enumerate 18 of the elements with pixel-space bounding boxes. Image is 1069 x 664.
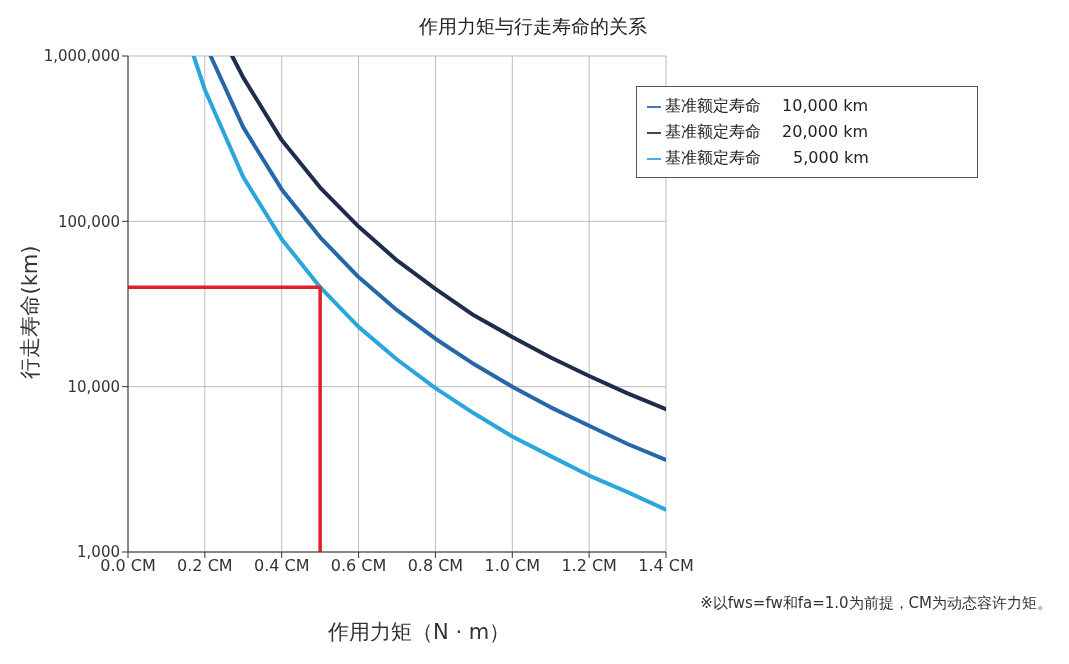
y-tick-label: 10,000	[67, 377, 120, 396]
chart-title: 作用力矩与行走寿命的关系	[418, 14, 648, 39]
x-tick-label: 1.4 CM	[638, 556, 694, 576]
y-tick-label: 100,000	[57, 212, 120, 231]
x-tick-label: 0.4 CM	[253, 556, 310, 576]
x-tick-label: 0.6 CM	[330, 556, 387, 576]
x-tick-label: 1.2 CM	[561, 556, 617, 576]
x-tick-label: 0.8 CM	[407, 556, 464, 576]
legend-label: 基准额定寿命 10,000 km	[665, 96, 869, 115]
legend-label: 基准额定寿命 5,000 km	[665, 148, 869, 167]
y-tick-label: 1,000,000	[43, 47, 120, 66]
line-series	[230, 56, 666, 412]
y-axis-title: 行走寿命(km)	[17, 244, 43, 381]
x-tick-label: 0.2 CM	[177, 556, 233, 576]
x-tick-label: 1.0 CM	[484, 556, 541, 576]
legend-label: 基准额定寿命 20,000 km	[665, 122, 869, 141]
x-axis-title: 作用力矩（N · m）	[328, 619, 511, 646]
text: ※以fws=fw和fa=1.0为前提，CM为动态容许力矩。	[700, 594, 1052, 613]
